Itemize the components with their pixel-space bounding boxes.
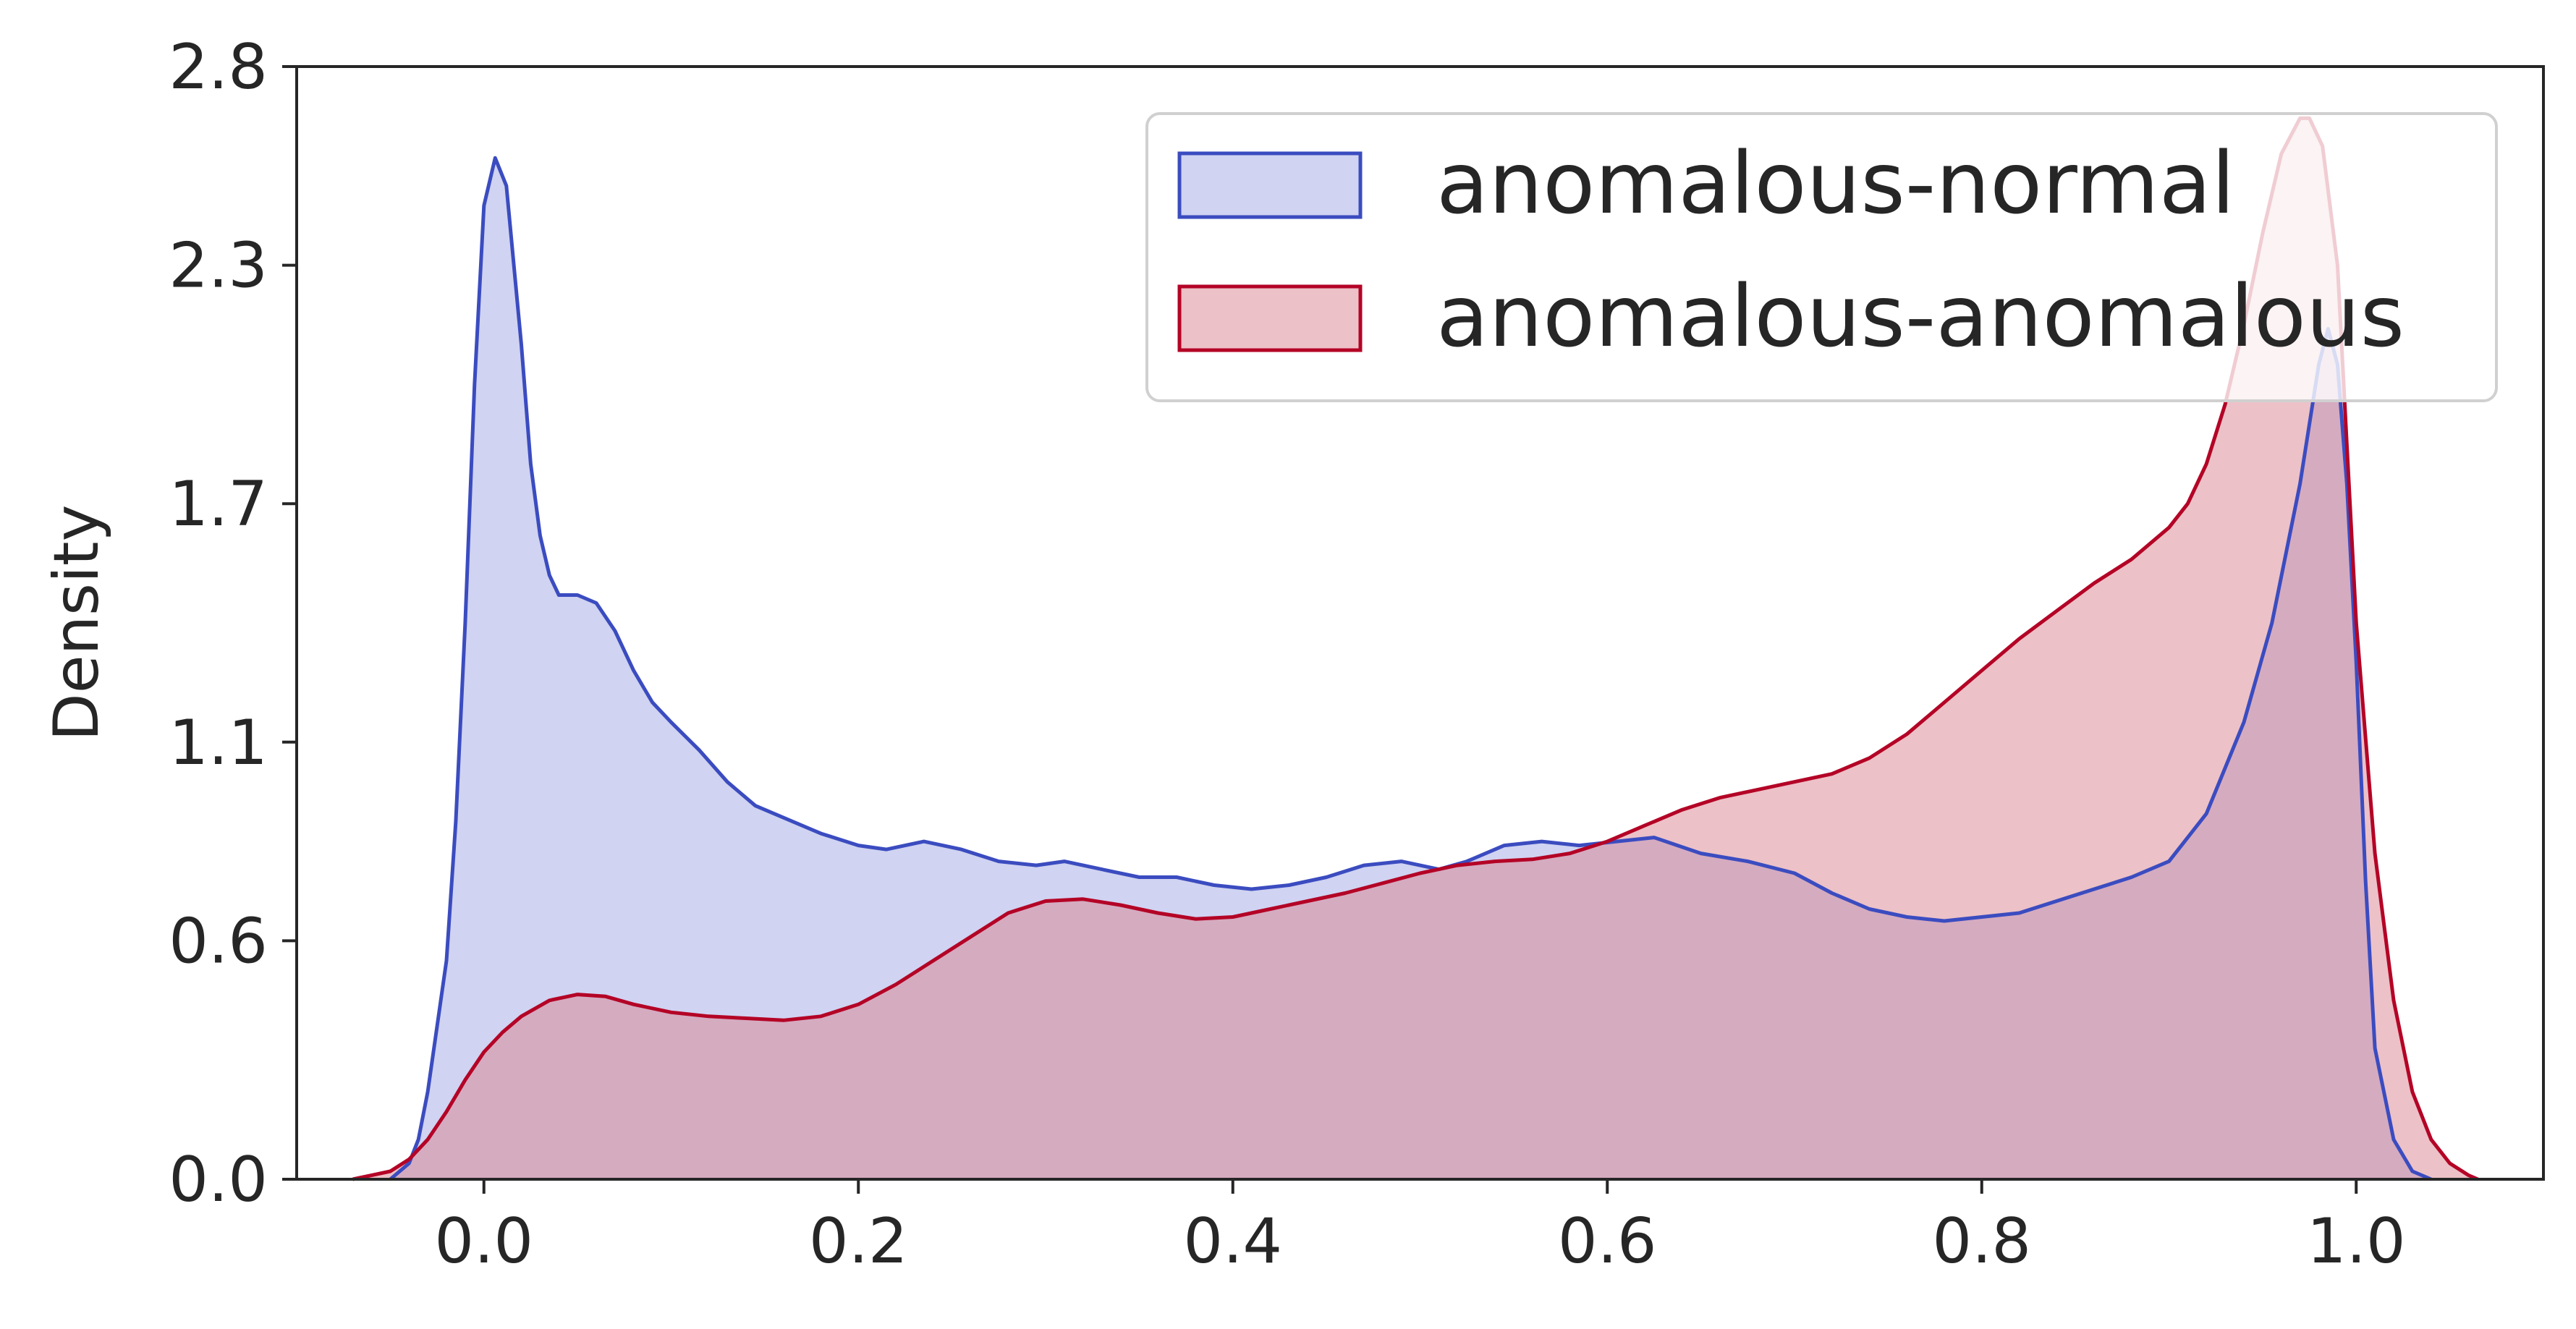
series-fills	[352, 118, 2478, 1179]
y-axis-label: Density	[41, 505, 113, 742]
y-tick-label: 2.3	[169, 230, 268, 302]
y-tick-label: 1.1	[169, 707, 268, 779]
legend-swatch-anomalous-anomalous	[1177, 284, 1363, 352]
x-tick-label: 0.8	[1932, 1205, 2031, 1278]
legend-box	[1145, 112, 2498, 402]
y-tick-label: 0.6	[169, 905, 268, 977]
x-tick-label: 0.0	[434, 1205, 533, 1278]
legend-swatch-anomalous-normal	[1177, 151, 1363, 219]
y-tick-label: 1.7	[169, 468, 268, 540]
x-tick-label: 0.2	[809, 1205, 908, 1278]
legend: anomalous-normal anomalous-anomalous	[1145, 112, 2498, 402]
density-line-anomalous-normal	[389, 156, 2432, 1181]
x-tick-label: 0.6	[1558, 1205, 1657, 1278]
legend-label-anomalous-normal: anomalous-normal	[1436, 133, 2235, 233]
legend-label-anomalous-anomalous: anomalous-anomalous	[1436, 266, 2405, 366]
x-tick-label: 0.4	[1183, 1205, 1282, 1278]
density-fill-anomalous-anomalous	[352, 118, 2478, 1179]
y-tick-label: 2.8	[169, 31, 268, 103]
x-tick-label: 1.0	[2307, 1205, 2406, 1278]
y-tick-label: 0.0	[169, 1144, 268, 1216]
x-axis: 0.0 0.2 0.4 0.6 0.8 1.0	[434, 1179, 2406, 1278]
plot-frame	[295, 65, 2545, 1181]
y-axis: 0.0 0.6 1.1 1.7 2.3 2.8	[169, 31, 297, 1216]
